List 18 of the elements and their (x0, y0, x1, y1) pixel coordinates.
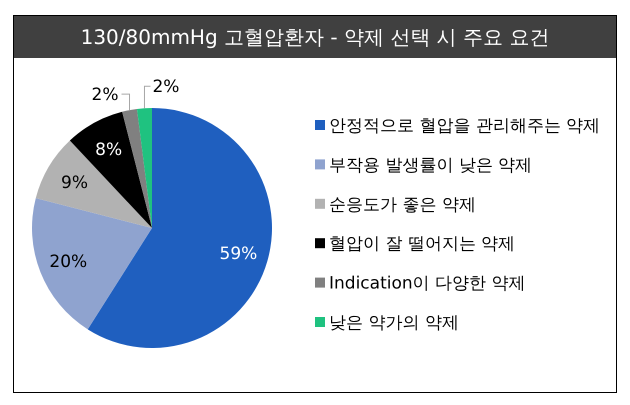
pie-slice (136, 108, 152, 228)
legend-label: 혈압이 잘 떨어지는 약제 (329, 234, 516, 254)
legend-label: Indication이 다양한 약제 (329, 274, 526, 294)
data-label: 9% (61, 173, 88, 194)
data-label: 59% (220, 244, 258, 264)
legend-label: 낮은 약가의 약제 (329, 313, 459, 333)
data-label: 8% (95, 140, 122, 160)
data-label: 20% (49, 252, 88, 272)
legend-label: 순응도가 좋은 약제 (329, 194, 476, 215)
data-label: 2% (92, 85, 119, 106)
pie-slice (36, 140, 152, 228)
pie-slice (88, 108, 272, 348)
pie-slice (32, 198, 152, 330)
legend-label: 부작용 발생률이 낮은 약제 (329, 155, 532, 176)
pie-slice (122, 108, 152, 228)
legend-label: 안정적으로 혈압을 관리해주는 약제 (329, 116, 600, 136)
chart-title: 130/80mmHg 고혈압환자 - 약제 선택 시 주요 요건 (80, 25, 550, 49)
data-label: 2% (152, 77, 180, 98)
